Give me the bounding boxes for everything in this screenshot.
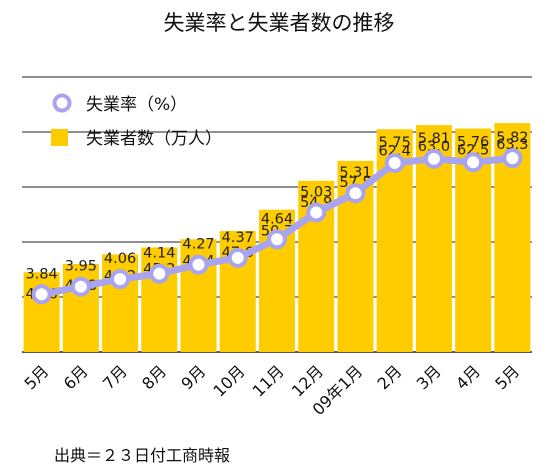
rate-point: [227, 247, 248, 268]
bar-value-label: 63.0: [418, 139, 450, 155]
bar-value-label: 62.4: [379, 143, 411, 159]
rate-value-label: 4.37: [222, 230, 254, 246]
legend-label-rate: 失業率（%）: [86, 95, 187, 115]
legend-marker-unemployed: [51, 129, 68, 146]
legend-label-unemployed: 失業者数（万人）: [86, 129, 222, 149]
rate-point: [267, 229, 287, 250]
x-tick-label: 2月: [374, 361, 406, 393]
rate-labels: 3.84 3.95 4.06 4.14 4.27 4.37 4.64 5.03 5.31 5.75…: [25, 130, 528, 282]
rate-point: [188, 254, 209, 275]
rate-point: [306, 202, 327, 223]
rate-value-label: 3.84: [25, 266, 57, 282]
rate-value-label: 5.82: [496, 130, 528, 146]
bars: [23, 123, 531, 352]
rate-point: [384, 152, 405, 173]
legend: 失業率（%） 失業者数（万人）: [51, 93, 222, 149]
rate-value-label: 5.31: [339, 165, 371, 181]
rate-point: [345, 183, 366, 204]
x-tick-label: 3月: [413, 361, 445, 393]
rate-value-label: 4.14: [143, 246, 175, 262]
bar: [23, 272, 60, 352]
bar-value-label: 63.3: [496, 137, 528, 153]
x-tick-label: 10月: [209, 361, 248, 400]
rate-value-label: 3.95: [65, 259, 97, 275]
bar-value-label: 62.5: [457, 143, 489, 159]
rate-point: [502, 148, 523, 169]
rate-value-label: 4.64: [261, 211, 293, 227]
rate-value-label: 4.27: [182, 237, 214, 253]
rate-value-label: 5.76: [457, 134, 489, 150]
x-tick-label: 5月: [20, 361, 52, 393]
x-tick-label: 4月: [452, 361, 484, 393]
x-tick-label: 9月: [177, 361, 209, 393]
rate-point: [110, 269, 131, 290]
x-tick-label: 5月: [491, 361, 523, 393]
x-tick-label: 7月: [99, 361, 131, 393]
rate-value-label: 5.81: [418, 131, 450, 147]
legend-marker-rate: [52, 93, 72, 113]
rate-point: [149, 263, 170, 284]
rate-value-label: 5.03: [300, 184, 332, 200]
rate-point: [31, 284, 52, 305]
rate-value-label: 5.75: [379, 135, 411, 151]
rate-point: [463, 152, 484, 173]
x-tick-label: 6月: [60, 361, 92, 393]
rate-point: [70, 276, 91, 297]
rate-line: [31, 148, 523, 305]
source-note: 出典＝２３日付工商時報: [54, 446, 230, 465]
x-tick-label: 8月: [138, 361, 170, 393]
rate-value-label: 4.06: [104, 251, 136, 267]
x-tick-label: 11月: [249, 361, 288, 400]
rate-point: [423, 148, 444, 169]
chart-title: 失業率と失業者数の推移: [164, 11, 395, 35]
